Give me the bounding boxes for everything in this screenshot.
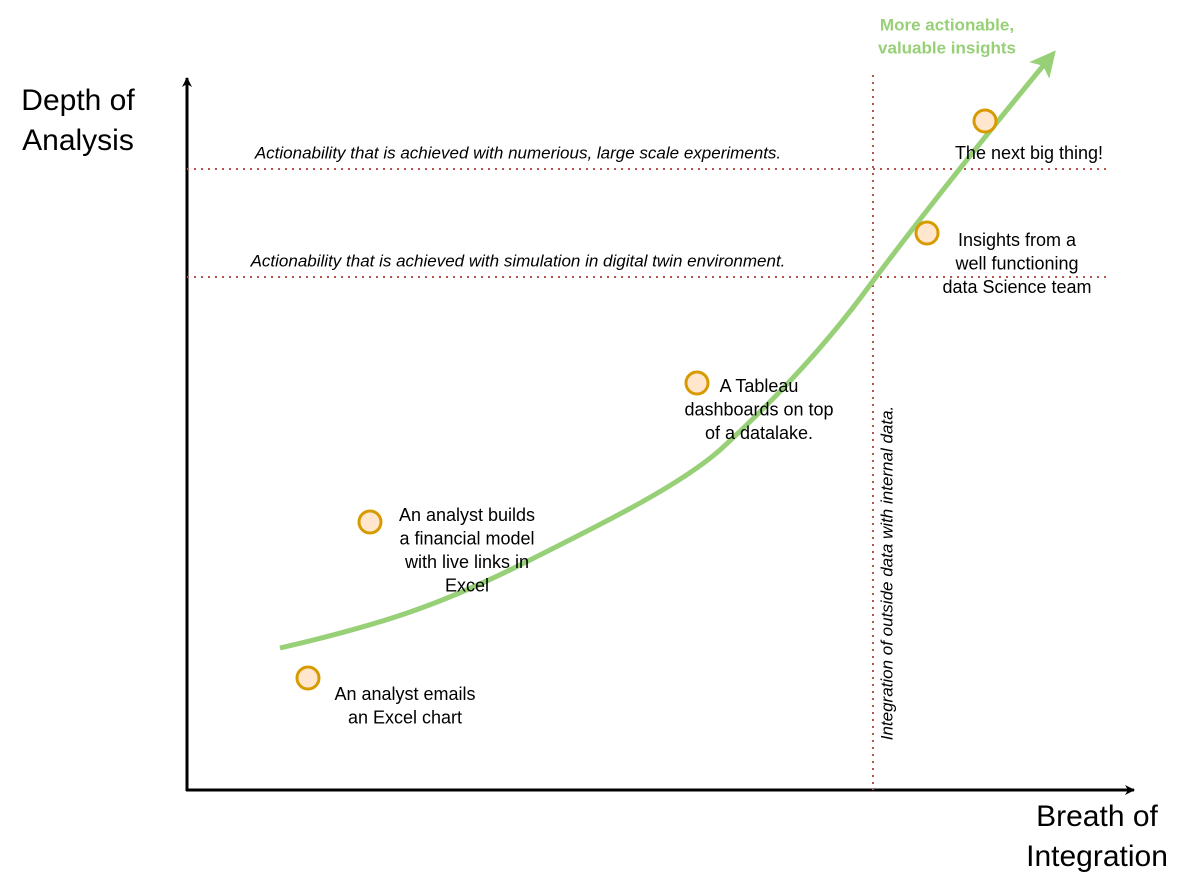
curve-label: More actionable, — [880, 15, 1014, 34]
node-label: data Science team — [942, 277, 1091, 297]
node-label: A Tableau — [720, 376, 799, 396]
node-label: dashboards on top — [684, 399, 833, 419]
node-marker — [914, 220, 940, 246]
node-marker — [357, 509, 383, 535]
node-label: An analyst builds — [399, 505, 535, 525]
x-axis-label: Integration — [1026, 840, 1168, 873]
x-axis-label: Breath of — [1036, 800, 1158, 833]
threshold-label: Actionability that is achieved with nume… — [254, 143, 781, 162]
y-axis-label: Depth of — [21, 84, 135, 117]
threshold-label: Actionability that is achieved with simu… — [250, 251, 786, 270]
threshold-label: Integration of outside data with interna… — [877, 406, 896, 741]
y-axis-label: Analysis — [22, 124, 134, 157]
node-label: with live links in — [404, 552, 529, 572]
node-label: Insights from a — [958, 230, 1077, 250]
node-label: Excel — [445, 575, 489, 595]
node-marker — [295, 665, 321, 691]
node-marker — [972, 108, 998, 134]
node-label: an Excel chart — [348, 707, 462, 727]
node-label: The next big thing! — [955, 143, 1103, 163]
node-marker — [684, 370, 710, 396]
node-label: well functioning — [954, 253, 1078, 273]
node-label: An analyst emails — [334, 684, 475, 704]
node-label: a financial model — [399, 528, 534, 548]
node-label: of a datalake. — [705, 423, 813, 443]
growth-curve — [279, 50, 1056, 651]
curve-label: valuable insights — [878, 38, 1016, 57]
